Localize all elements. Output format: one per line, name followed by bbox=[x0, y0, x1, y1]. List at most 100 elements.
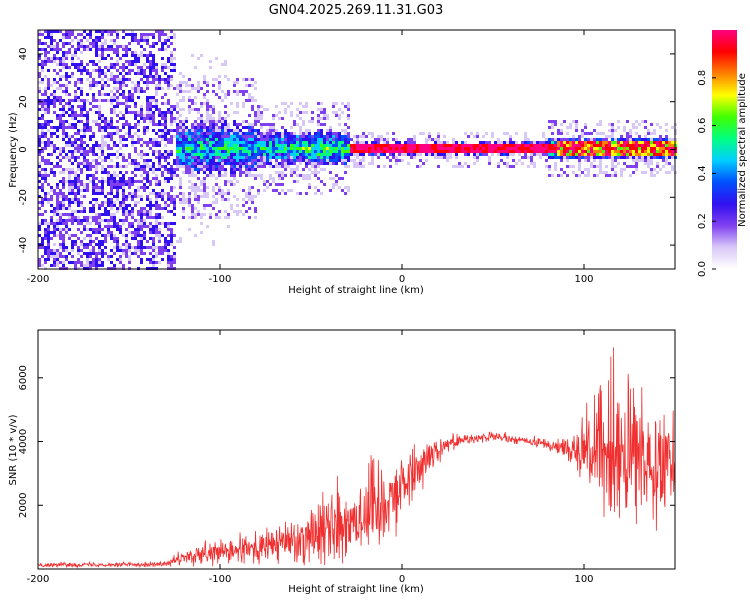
spectrogram-cell bbox=[122, 117, 125, 120]
spectrogram-cell bbox=[65, 111, 68, 114]
spectrogram-cell bbox=[65, 72, 68, 75]
spectrogram-cell bbox=[53, 222, 56, 225]
spectrogram-cell bbox=[392, 144, 395, 147]
spectrogram-cell bbox=[53, 192, 56, 195]
spectrogram-cell bbox=[80, 111, 83, 114]
spectrogram-cell bbox=[530, 147, 533, 150]
spectrogram-cell bbox=[98, 186, 101, 189]
spectrogram-cell bbox=[560, 144, 563, 147]
spectrogram-cell bbox=[197, 117, 200, 120]
spectrogram-cell bbox=[125, 111, 128, 114]
spectrogram-cell bbox=[311, 153, 314, 156]
spectrogram-cell bbox=[173, 168, 176, 171]
spectrogram-cell bbox=[119, 111, 122, 114]
spectrogram-cell bbox=[398, 147, 401, 150]
spectrogram-cell bbox=[125, 105, 128, 108]
spectrogram-cell bbox=[170, 129, 173, 132]
spectrogram-cell bbox=[299, 159, 302, 162]
spectrogram-cell bbox=[404, 144, 407, 147]
spectrogram-cell bbox=[254, 114, 257, 117]
spectrogram-cell bbox=[38, 261, 41, 264]
spectrogram-cell bbox=[236, 102, 239, 105]
spectrogram-cell bbox=[620, 174, 623, 177]
spectrogram-cell bbox=[269, 153, 272, 156]
spectrogram-cell bbox=[542, 141, 545, 144]
spectrogram-cell bbox=[482, 153, 485, 156]
spectrogram-cell bbox=[140, 78, 143, 81]
spectrogram-cell bbox=[212, 240, 215, 243]
spectrogram-cell bbox=[206, 225, 209, 228]
spectrogram-cell bbox=[62, 255, 65, 258]
spectrogram-cell bbox=[248, 156, 251, 159]
spectrogram-cell bbox=[107, 180, 110, 183]
spectrogram-cell bbox=[236, 135, 239, 138]
spectrogram-cell bbox=[74, 84, 77, 87]
spectrogram-cell bbox=[128, 162, 131, 165]
spectrogram-cell bbox=[89, 60, 92, 63]
spectrogram-cell bbox=[173, 213, 176, 216]
spectrogram-cell bbox=[248, 192, 251, 195]
spectrogram-cell bbox=[140, 240, 143, 243]
spectrogram-cell bbox=[341, 156, 344, 159]
spectrogram-cell bbox=[218, 159, 221, 162]
spectrogram-cell bbox=[269, 159, 272, 162]
spectrogram-cell bbox=[290, 144, 293, 147]
spectrogram-cell bbox=[188, 228, 191, 231]
spectrogram-cell bbox=[335, 180, 338, 183]
spectrogram-cell bbox=[284, 192, 287, 195]
spectrogram-cell bbox=[182, 207, 185, 210]
spectrogram-cell bbox=[128, 129, 131, 132]
spectrogram-cell bbox=[74, 93, 77, 96]
spectrogram-cell bbox=[254, 207, 257, 210]
spectrogram-cell bbox=[428, 147, 431, 150]
spectrogram-cell bbox=[128, 132, 131, 135]
spectrogram-cell bbox=[557, 156, 560, 159]
spectrogram-cell bbox=[167, 141, 170, 144]
spectrogram-cell bbox=[98, 264, 101, 267]
spectrogram-cell bbox=[59, 87, 62, 90]
spectrogram-cell bbox=[278, 183, 281, 186]
spectrogram-cell bbox=[152, 54, 155, 57]
spectrogram-cell bbox=[569, 126, 572, 129]
spectrogram-cell bbox=[446, 141, 449, 144]
spectrogram-cell bbox=[215, 198, 218, 201]
spectrogram-cell bbox=[317, 129, 320, 132]
spectrogram-cell bbox=[53, 93, 56, 96]
spectrogram-cell bbox=[59, 48, 62, 51]
spectrogram-cell bbox=[125, 216, 128, 219]
spectrogram-cell bbox=[92, 219, 95, 222]
spectrogram-cell bbox=[578, 150, 581, 153]
spectrogram-cell bbox=[359, 150, 362, 153]
spectrogram-cell bbox=[170, 60, 173, 63]
spectrogram-cell bbox=[260, 135, 263, 138]
spectrogram-cell bbox=[488, 162, 491, 165]
spectrogram-cell bbox=[53, 231, 56, 234]
spectrogram-cell bbox=[314, 153, 317, 156]
spectrogram-cell bbox=[521, 147, 524, 150]
spectrogram-cell bbox=[158, 48, 161, 51]
spectrogram-cell bbox=[212, 189, 215, 192]
spectrogram-cell bbox=[104, 201, 107, 204]
spectrogram-cell bbox=[38, 57, 41, 60]
spectrogram-cell bbox=[242, 165, 245, 168]
spectrogram-cell bbox=[554, 120, 557, 123]
spectrogram-cell bbox=[89, 216, 92, 219]
colorbar-gradient bbox=[712, 30, 737, 269]
spectrogram-cell bbox=[158, 183, 161, 186]
spectrogram-cell bbox=[308, 156, 311, 159]
spectrogram-cell bbox=[356, 162, 359, 165]
spectrogram-cell bbox=[347, 186, 350, 189]
spectrogram-cell bbox=[62, 63, 65, 66]
spectrogram-cell bbox=[140, 87, 143, 90]
spectrogram-cell bbox=[596, 132, 599, 135]
spectrogram-cell bbox=[557, 150, 560, 153]
spectrogram-cell bbox=[389, 153, 392, 156]
spectrogram-cell bbox=[101, 264, 104, 267]
spectrogram-cell bbox=[341, 102, 344, 105]
spectrogram-cell bbox=[350, 147, 353, 150]
spectrogram-cell bbox=[116, 225, 119, 228]
spectrogram-cell bbox=[299, 147, 302, 150]
spectrogram-cell bbox=[164, 123, 167, 126]
spectrogram-cell bbox=[260, 138, 263, 141]
spectrogram-cell bbox=[119, 225, 122, 228]
